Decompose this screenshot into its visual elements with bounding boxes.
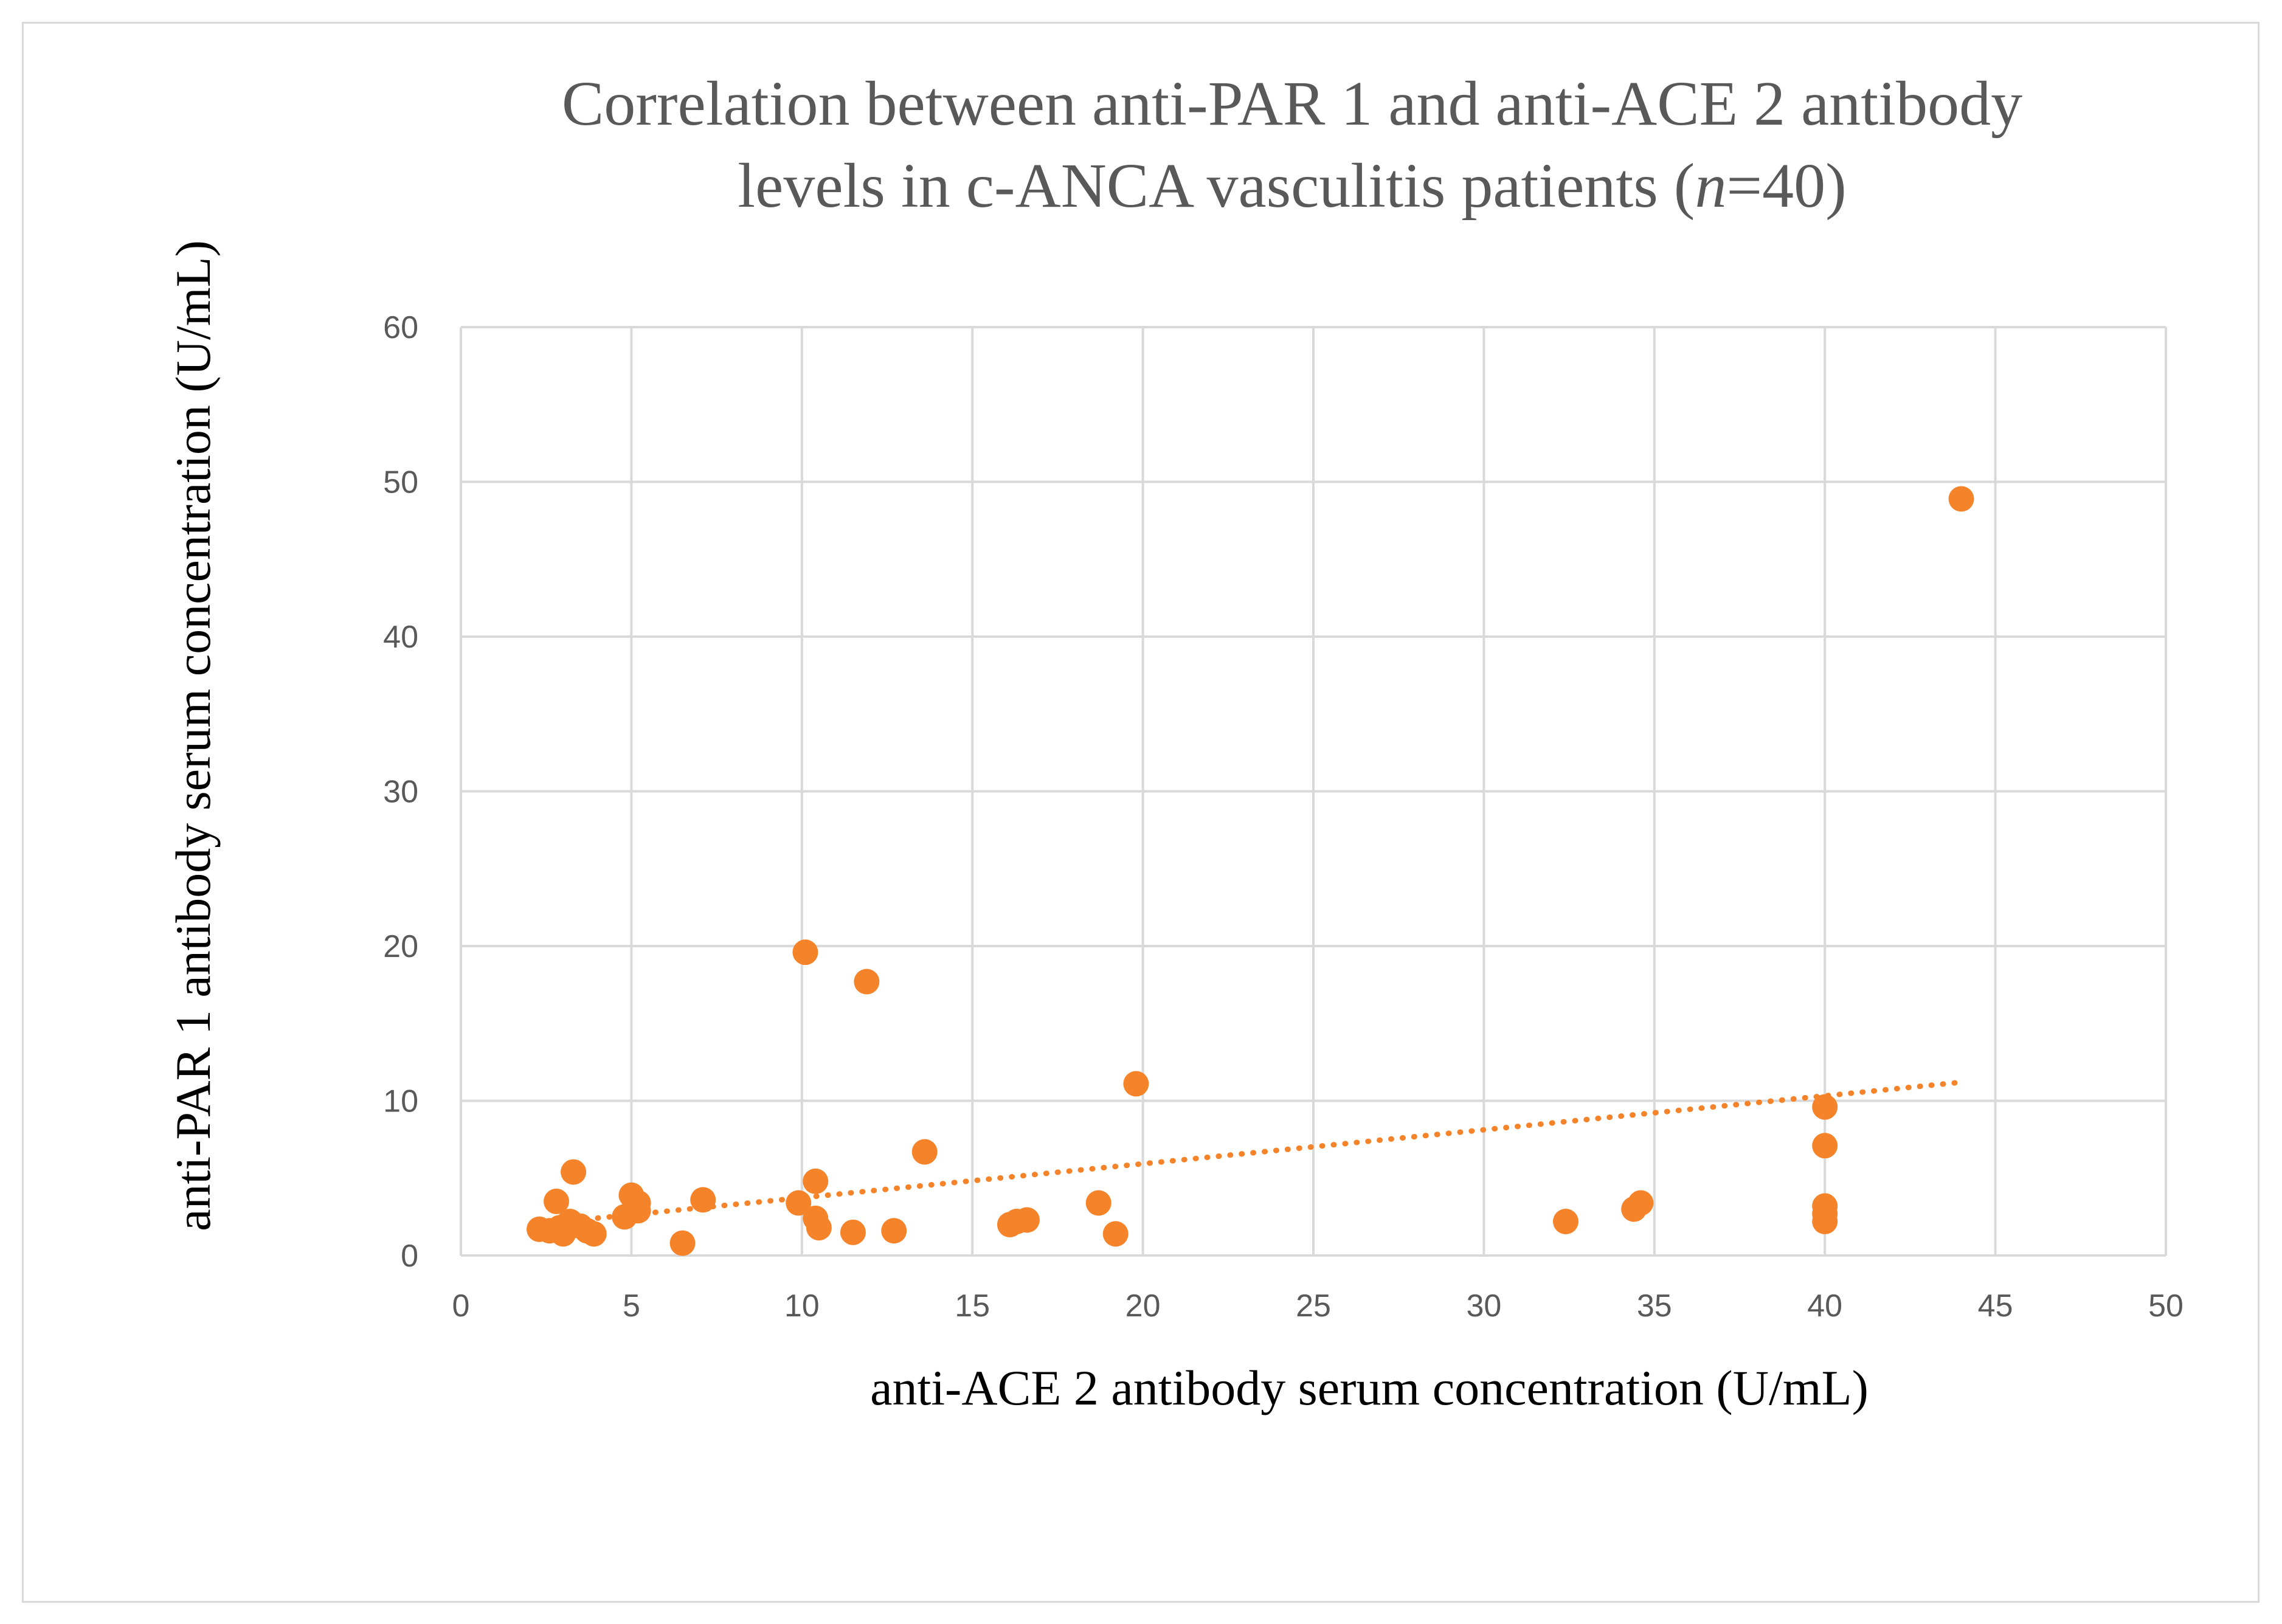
data-point-24 bbox=[911, 1139, 938, 1165]
data-point-2 bbox=[544, 1188, 570, 1214]
chart-title-n-italic: n bbox=[1695, 151, 1726, 221]
data-point-34 bbox=[1812, 1094, 1838, 1120]
x-tick-label-35: 35 bbox=[1637, 1288, 1672, 1324]
y-tick-label-40: 40 bbox=[383, 620, 418, 655]
trendline bbox=[560, 1079, 1965, 1225]
data-point-38 bbox=[1812, 1209, 1838, 1235]
data-point-21 bbox=[840, 1219, 866, 1245]
x-tick-label-45: 45 bbox=[1978, 1288, 2013, 1324]
trendline-group bbox=[560, 1079, 1965, 1225]
x-tick-label-5: 5 bbox=[623, 1288, 640, 1324]
data-point-22 bbox=[854, 969, 880, 995]
x-tick-label-30: 30 bbox=[1466, 1288, 1501, 1324]
data-point-13 bbox=[625, 1198, 651, 1224]
data-point-23 bbox=[881, 1218, 907, 1244]
y-tick-label-30: 30 bbox=[383, 775, 418, 810]
x-tick-label-50: 50 bbox=[2148, 1288, 2183, 1324]
y-tick-label-50: 50 bbox=[383, 465, 418, 500]
y-tick-label-60: 60 bbox=[383, 310, 418, 345]
x-axis-title: anti-ACE 2 antibody serum concentration … bbox=[870, 1360, 1869, 1415]
data-point-30 bbox=[1123, 1071, 1149, 1097]
chart-frame bbox=[22, 22, 2260, 1603]
data-point-27 bbox=[1014, 1207, 1040, 1233]
x-tick-label-40: 40 bbox=[1807, 1288, 1842, 1324]
x-tick-label-20: 20 bbox=[1125, 1288, 1161, 1324]
data-point-17 bbox=[792, 939, 818, 966]
y-tick-label-20: 20 bbox=[383, 929, 418, 964]
chart-title-line-1: Correlation between anti-PAR 1 and anti-… bbox=[562, 69, 2022, 139]
y-tick-label-0: 0 bbox=[401, 1239, 418, 1274]
data-point-35 bbox=[1812, 1133, 1838, 1159]
x-tick-label-15: 15 bbox=[955, 1288, 990, 1324]
gridlines bbox=[460, 326, 2167, 1257]
x-tick-label-25: 25 bbox=[1296, 1288, 1331, 1324]
chart-title-line-2-prefix: levels in c-ANCA vasculitis patients ( bbox=[738, 151, 1695, 221]
tick-labels: 0 10 20 30 40 50 60 0 5 10 15 20 25 30 35 40 45 50 bbox=[383, 310, 2183, 1324]
chart-title-line-2: levels in c-ANCA vasculitis patients (n=… bbox=[738, 151, 1846, 221]
data-point-28 bbox=[1085, 1190, 1112, 1216]
data-point-14 bbox=[669, 1230, 696, 1256]
data-point-31 bbox=[1552, 1209, 1578, 1235]
y-axis-title: anti-PAR 1 antibody serum concentration … bbox=[165, 240, 221, 1231]
chart-title-line-2-suffix: =40) bbox=[1726, 151, 1846, 221]
data-point-18 bbox=[803, 1168, 829, 1194]
data-point-33 bbox=[1628, 1190, 1654, 1216]
y-tick-label-10: 10 bbox=[383, 1084, 418, 1119]
x-tick-label-10: 10 bbox=[784, 1288, 820, 1324]
data-point-15 bbox=[690, 1187, 716, 1213]
data-point-6 bbox=[561, 1159, 587, 1185]
data-points bbox=[526, 486, 1974, 1256]
data-point-20 bbox=[806, 1215, 832, 1241]
x-tick-label-0: 0 bbox=[452, 1288, 470, 1324]
data-point-29 bbox=[1102, 1221, 1129, 1247]
data-point-16 bbox=[786, 1190, 812, 1216]
data-point-9 bbox=[581, 1221, 607, 1247]
data-point-39 bbox=[1948, 486, 1974, 512]
